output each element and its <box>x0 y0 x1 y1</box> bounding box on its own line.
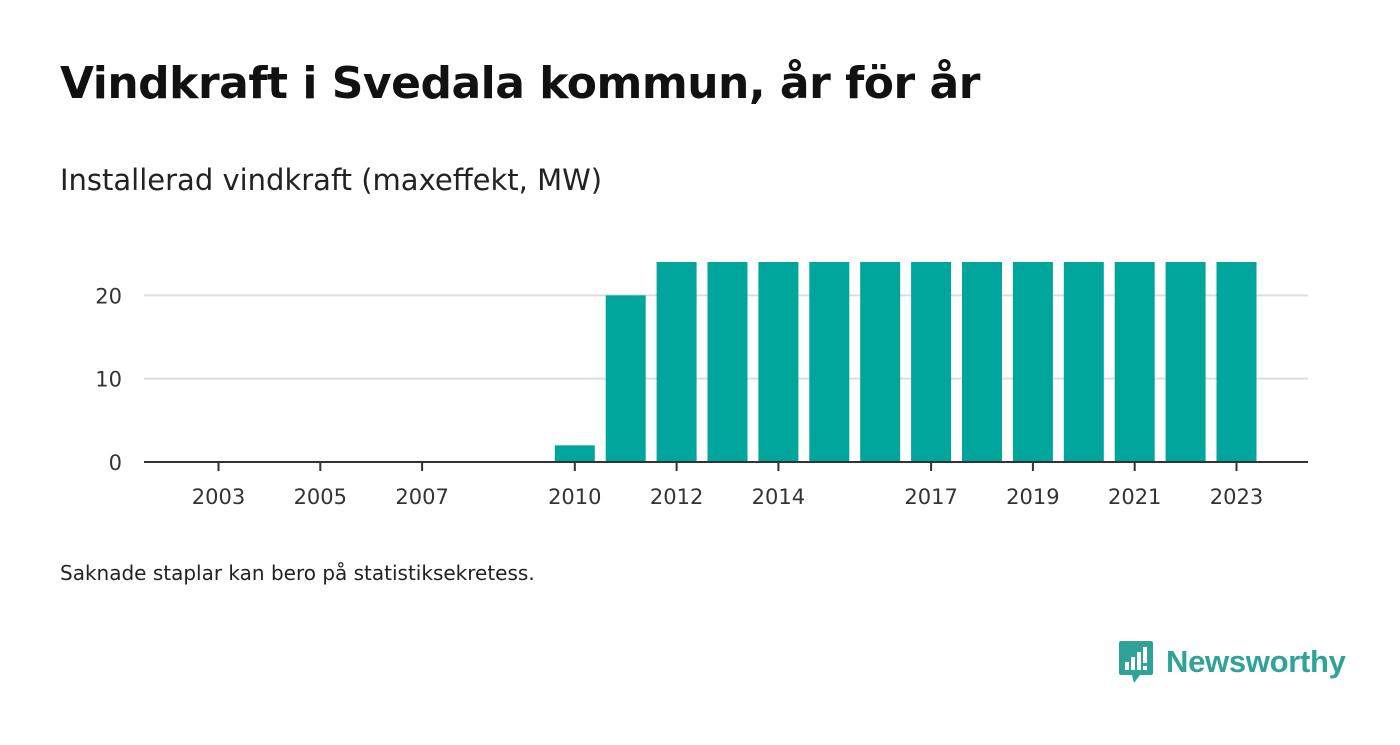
bar-2014 <box>758 262 799 462</box>
y-tick-label-20: 20 <box>95 284 122 308</box>
x-tick-label-2007: 2007 <box>395 485 448 509</box>
x-tick-label-2021: 2021 <box>1108 485 1161 509</box>
newsworthy-logo-icon <box>1119 641 1153 683</box>
bar-2020 <box>1063 262 1104 462</box>
bar-2011 <box>605 295 646 462</box>
bar-2010 <box>554 445 595 462</box>
y-tick-label-10: 10 <box>95 368 122 392</box>
footnote: Saknade staplar kan bero på statistiksek… <box>60 561 535 585</box>
x-tick-label-2014: 2014 <box>752 485 805 509</box>
chart-title: Vindkraft i Svedala kommun, år för år <box>60 58 980 109</box>
x-tick-label-2012: 2012 <box>650 485 703 509</box>
x-tick-label-2003: 2003 <box>192 485 245 509</box>
bar-2016 <box>860 262 901 462</box>
bar-2012 <box>656 262 697 462</box>
x-tick-label-2019: 2019 <box>1006 485 1059 509</box>
bar-2021 <box>1114 262 1155 462</box>
bar-2023 <box>1216 262 1257 462</box>
bar-2019 <box>1012 262 1053 462</box>
brand-name: Newsworthy <box>1166 644 1346 679</box>
bar-2022 <box>1165 262 1206 462</box>
bar-2015 <box>809 262 850 462</box>
x-tick-label-2005: 2005 <box>294 485 347 509</box>
x-tick-label-2023: 2023 <box>1210 485 1263 509</box>
chart-subtitle: Installerad vindkraft (maxeffekt, MW) <box>60 163 603 197</box>
x-tick-label-2017: 2017 <box>904 485 957 509</box>
bar-2018 <box>962 262 1002 462</box>
bar-2017 <box>911 262 952 462</box>
bar-2013 <box>707 262 748 462</box>
x-tick-label-2010: 2010 <box>548 485 601 509</box>
y-tick-label-0: 0 <box>109 451 122 475</box>
brand-logo[interactable]: Newsworthy <box>1118 640 1346 684</box>
